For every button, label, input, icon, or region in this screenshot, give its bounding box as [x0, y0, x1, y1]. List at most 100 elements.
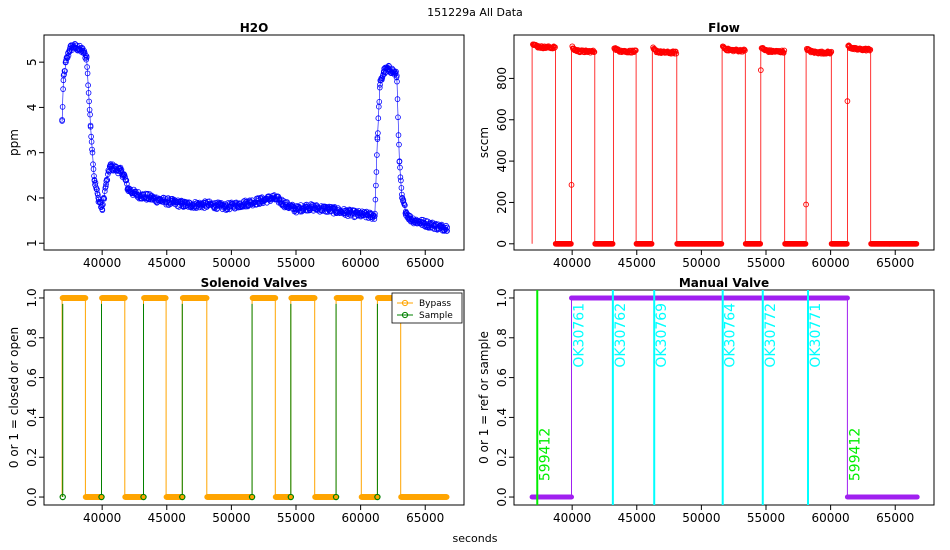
data-point [138, 192, 144, 199]
x-tick-label: 45000 [618, 256, 656, 270]
sample-id-label: OK30764 [723, 303, 739, 368]
data-point [780, 49, 787, 56]
y-tick-label: 4 [25, 104, 39, 112]
data-point [742, 47, 748, 54]
data-point [131, 190, 138, 197]
data-point [103, 181, 109, 188]
y-tick-label: 0.6 [495, 368, 509, 387]
data-point [117, 167, 124, 174]
y-tick-label: 800 [495, 67, 509, 90]
bypass-point [162, 295, 169, 301]
sample-id-label: OK30771 [808, 303, 824, 368]
y-axis-label: sccm [477, 127, 491, 158]
sample-id-label: 599412 [537, 428, 553, 481]
data-point [609, 240, 616, 247]
data-point [125, 186, 131, 192]
bypass-point [121, 295, 128, 301]
data-point [70, 43, 77, 50]
data-point [718, 240, 725, 247]
chart-panel-1: Flow 40000 45000 50000 55000 60000 65000 0 200 40… [477, 21, 935, 270]
data-point [269, 195, 276, 201]
data-point [827, 49, 834, 56]
plot-area [59, 295, 450, 501]
legend-swatch-marker [401, 299, 409, 307]
y-tick-label: 3 [25, 149, 39, 157]
data-point [757, 240, 764, 247]
plot-frame [513, 34, 935, 251]
data-point [866, 47, 873, 54]
outlier-point [568, 182, 575, 188]
data-point [632, 47, 639, 54]
data-point [629, 47, 636, 54]
x-tick-label: 65000 [406, 511, 444, 525]
x-tick-label: 50000 [212, 256, 250, 270]
sample-point [287, 493, 295, 501]
plot-frame [43, 34, 465, 251]
data-point [591, 49, 598, 55]
data-point [828, 48, 835, 55]
legend-label: Bypass [419, 299, 451, 309]
data-point [99, 206, 105, 213]
x-tick-label: 65000 [876, 256, 914, 270]
data-point [406, 215, 413, 222]
y-axis-label: 0 or 1 = closed or open [7, 327, 21, 468]
plot-area [59, 40, 451, 234]
data-point [802, 240, 809, 247]
y-tick-label: 0.2 [495, 448, 509, 467]
data-point [648, 240, 655, 247]
sample-point [374, 493, 381, 501]
data-point [551, 45, 558, 51]
data-point [390, 68, 396, 75]
legend-swatch-marker [401, 311, 409, 319]
y-tick-label: 0 [495, 240, 509, 248]
data-point [79, 48, 86, 54]
data-point [412, 217, 418, 224]
data-point [740, 47, 747, 54]
data-point [107, 163, 113, 170]
plot-area: 599412 OK30762 OK30769 OK30764 OK30772 OK3077… [529, 290, 920, 505]
sample-id-label: OK30772 [763, 303, 779, 368]
data-point [381, 68, 387, 75]
chart-title: Manual Valve [679, 276, 769, 290]
data-point [148, 195, 155, 201]
bypass-point [443, 494, 450, 500]
data-point [178, 197, 185, 204]
bypass-point [357, 295, 364, 301]
chart-title: Solenoid Valves [201, 276, 308, 290]
data-point [95, 195, 102, 201]
y-tick-label: 0.8 [495, 328, 509, 347]
plot-frame [513, 289, 935, 506]
x-tick-label: 60000 [812, 256, 850, 270]
x-tick-label: 55000 [747, 256, 785, 270]
figure-xlabel: seconds [453, 532, 498, 545]
data-point [444, 228, 450, 234]
data-point [157, 197, 164, 204]
x-tick-label: 65000 [876, 511, 914, 525]
x-tick-label: 55000 [277, 256, 315, 270]
x-tick-label: 45000 [148, 511, 186, 525]
x-tick-label: 50000 [212, 511, 250, 525]
data-point [673, 50, 680, 57]
data-point [338, 208, 345, 215]
chart-panel-3: Manual Valve 40000 45000 50000 55000 60000 650… [477, 276, 935, 525]
legend-box [391, 292, 463, 324]
sample-id-label: 599412 [847, 428, 863, 481]
data-point [428, 222, 435, 228]
plot-frame [43, 289, 465, 506]
data-point [63, 59, 69, 65]
sample-id-label: OK30769 [654, 303, 670, 368]
data-point [293, 206, 299, 213]
figure-title: 151229a All Data [427, 6, 523, 19]
y-tick-label: 0.4 [25, 408, 39, 427]
data-point [867, 46, 874, 53]
sample-point [98, 493, 105, 501]
chart-panel-2: Solenoid Valves 40000 45000 50000 55000 60000… [7, 276, 465, 525]
sample-point [179, 493, 186, 501]
data-point [124, 181, 130, 187]
data-point [568, 240, 574, 247]
data-point [282, 201, 289, 208]
y-tick-label: 0.8 [25, 328, 39, 347]
data-point [260, 197, 267, 204]
y-tick-label: 1.0 [25, 288, 39, 307]
